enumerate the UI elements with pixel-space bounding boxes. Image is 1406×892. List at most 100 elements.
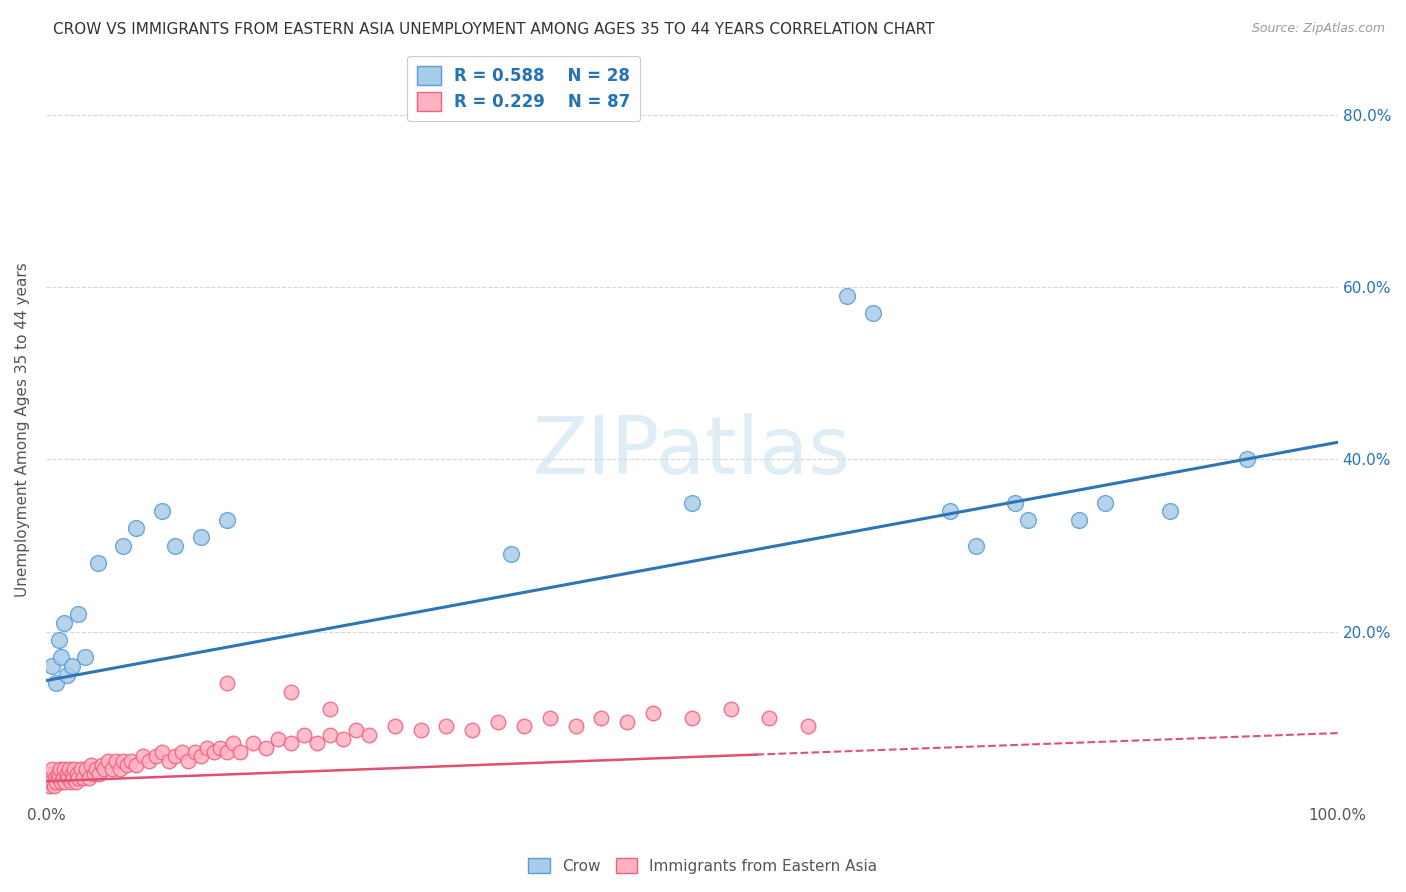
Y-axis label: Unemployment Among Ages 35 to 44 years: Unemployment Among Ages 35 to 44 years: [15, 262, 30, 597]
Point: [42, 780, 65, 794]
Point: [150, 504, 173, 518]
Point: [46, 766, 69, 780]
Point: [215, 676, 238, 690]
Point: [104, 754, 127, 768]
Point: [108, 762, 131, 776]
Point: [190, 749, 212, 764]
Legend: Crow, Immigrants from Eastern Asia: Crow, Immigrants from Eastern Asia: [522, 852, 884, 880]
Point: [55, 766, 77, 780]
Point: [41, 762, 63, 776]
Point: [145, 749, 167, 764]
Point: [132, 749, 155, 764]
Point: [80, 758, 103, 772]
Point: [55, 667, 77, 681]
Point: [48, 633, 70, 648]
Point: [125, 758, 148, 772]
Text: Source: ZipAtlas.com: Source: ZipAtlas.com: [1251, 22, 1385, 36]
Point: [486, 714, 509, 729]
Point: [292, 728, 315, 742]
Point: [254, 740, 277, 755]
Point: [51, 775, 73, 789]
Point: [37, 771, 59, 785]
Point: [357, 728, 380, 742]
Point: [86, 556, 108, 570]
Point: [215, 745, 238, 759]
Point: [77, 771, 100, 785]
Point: [101, 762, 124, 776]
Point: [1094, 495, 1116, 509]
Point: [38, 766, 60, 780]
Point: [215, 513, 238, 527]
Point: [72, 771, 94, 785]
Point: [1004, 495, 1026, 509]
Point: [183, 745, 205, 759]
Point: [1069, 513, 1091, 527]
Point: [45, 676, 67, 690]
Point: [591, 710, 613, 724]
Point: [228, 745, 250, 759]
Point: [538, 710, 561, 724]
Point: [51, 650, 73, 665]
Point: [45, 775, 67, 789]
Point: [59, 775, 82, 789]
Point: [87, 766, 110, 780]
Point: [48, 771, 70, 785]
Point: [44, 771, 66, 785]
Point: [39, 775, 62, 789]
Point: [307, 736, 329, 750]
Point: [409, 723, 432, 738]
Point: [60, 659, 83, 673]
Point: [52, 771, 75, 785]
Point: [53, 762, 76, 776]
Point: [62, 771, 84, 785]
Point: [280, 736, 302, 750]
Point: [641, 706, 664, 721]
Point: [73, 650, 96, 665]
Point: [965, 539, 987, 553]
Point: [177, 754, 200, 768]
Point: [280, 685, 302, 699]
Point: [53, 615, 76, 630]
Point: [86, 762, 108, 776]
Point: [616, 714, 638, 729]
Point: [70, 762, 93, 776]
Point: [499, 547, 522, 561]
Point: [65, 775, 87, 789]
Point: [58, 762, 80, 776]
Point: [63, 762, 86, 776]
Text: CROW VS IMMIGRANTS FROM EASTERN ASIA UNEMPLOYMENT AMONG AGES 35 TO 44 YEARS CORR: CROW VS IMMIGRANTS FROM EASTERN ASIA UNE…: [53, 22, 935, 37]
Point: [66, 766, 89, 780]
Point: [150, 745, 173, 759]
Point: [332, 732, 354, 747]
Point: [720, 702, 742, 716]
Point: [681, 710, 703, 724]
Point: [75, 762, 97, 776]
Point: [97, 754, 120, 768]
Point: [267, 732, 290, 747]
Point: [202, 745, 225, 759]
Point: [384, 719, 406, 733]
Point: [319, 728, 342, 742]
Point: [242, 736, 264, 750]
Point: [862, 306, 884, 320]
Point: [90, 758, 112, 772]
Point: [117, 758, 139, 772]
Point: [56, 771, 79, 785]
Point: [125, 521, 148, 535]
Point: [41, 659, 63, 673]
Point: [112, 539, 135, 553]
Point: [83, 766, 105, 780]
Point: [165, 749, 187, 764]
Point: [120, 754, 142, 768]
Point: [93, 762, 115, 776]
Point: [461, 723, 484, 738]
Point: [835, 289, 858, 303]
Point: [681, 495, 703, 509]
Point: [939, 504, 962, 518]
Point: [60, 766, 83, 780]
Point: [67, 607, 90, 622]
Point: [112, 754, 135, 768]
Point: [434, 719, 457, 733]
Point: [190, 530, 212, 544]
Point: [138, 754, 160, 768]
